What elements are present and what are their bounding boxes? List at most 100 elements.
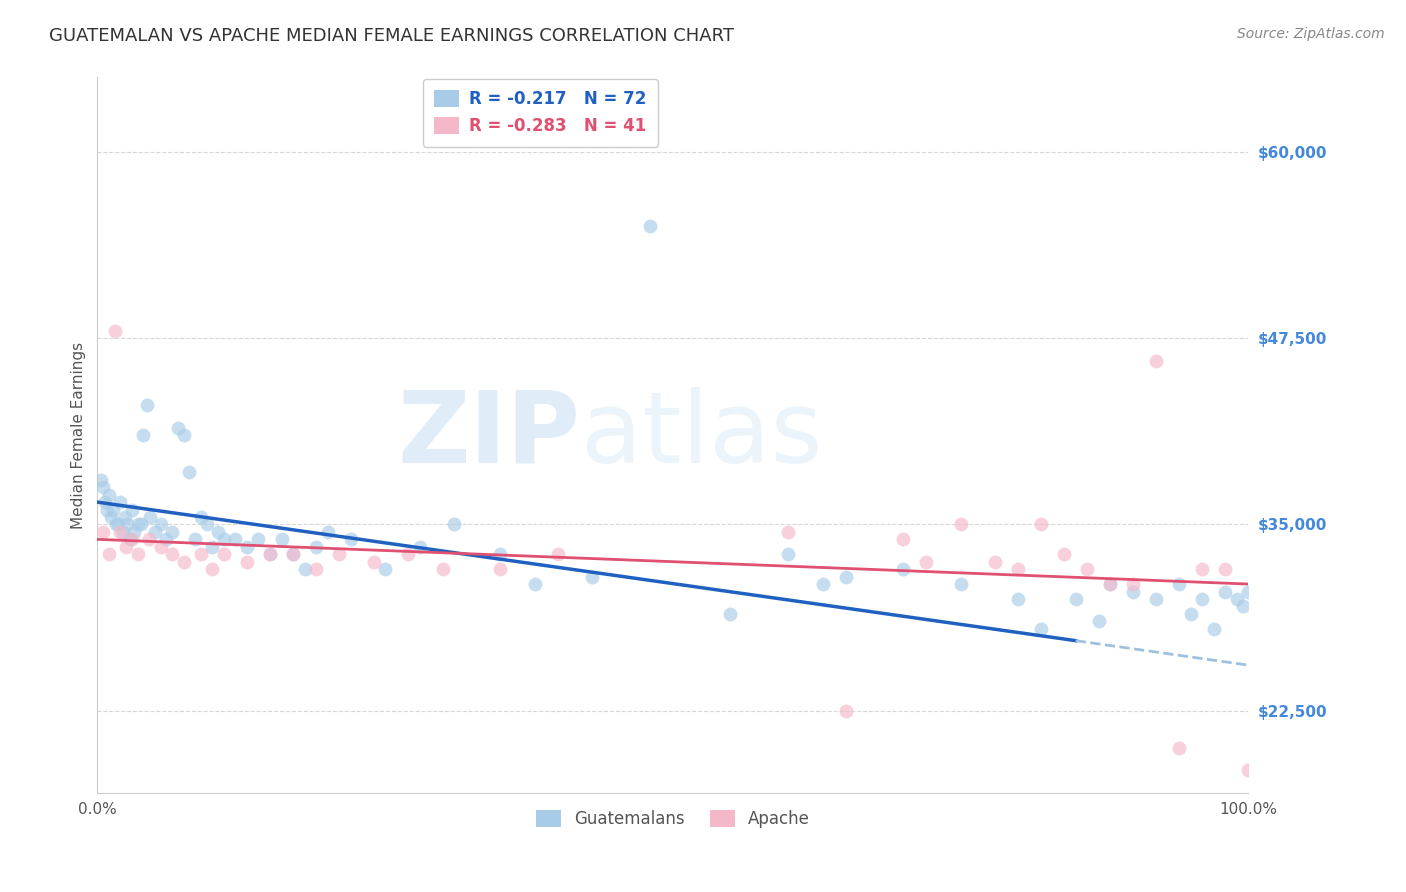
Point	[91, 480, 114, 494]
Point	[155, 533, 177, 547]
Point	[110, 495, 132, 509]
Point	[776, 547, 799, 561]
Point	[1007, 562, 1029, 576]
Text: ZIP: ZIP	[398, 386, 581, 483]
Point	[90, 473, 112, 487]
Point	[207, 524, 229, 539]
Point	[135, 398, 157, 412]
Point	[94, 495, 117, 509]
Point	[114, 510, 136, 524]
Point	[129, 517, 152, 532]
Point	[1168, 741, 1191, 756]
Point	[127, 517, 149, 532]
Point	[118, 533, 141, 547]
Point	[100, 510, 122, 524]
Point	[949, 577, 972, 591]
Point	[111, 524, 134, 539]
Point	[1237, 584, 1260, 599]
Point	[104, 517, 127, 532]
Point	[294, 562, 316, 576]
Point	[107, 517, 129, 532]
Point	[1087, 615, 1109, 629]
Point	[132, 428, 155, 442]
Point	[149, 517, 172, 532]
Legend: Guatemalans, Apache: Guatemalans, Apache	[529, 803, 817, 834]
Point	[581, 569, 603, 583]
Point	[363, 555, 385, 569]
Point	[638, 219, 661, 234]
Point	[1168, 577, 1191, 591]
Point	[489, 547, 512, 561]
Point	[328, 547, 350, 561]
Point	[1215, 584, 1237, 599]
Text: Source: ZipAtlas.com: Source: ZipAtlas.com	[1237, 27, 1385, 41]
Point	[720, 607, 742, 621]
Point	[179, 465, 201, 479]
Point	[915, 555, 938, 569]
Point	[104, 324, 127, 338]
Point	[115, 540, 138, 554]
Point	[1122, 577, 1144, 591]
Point	[110, 524, 132, 539]
Point	[212, 533, 235, 547]
Point	[1031, 622, 1053, 636]
Point	[121, 502, 143, 516]
Point	[149, 540, 172, 554]
Point	[173, 428, 195, 442]
Point	[834, 704, 856, 718]
Point	[201, 562, 224, 576]
Point	[212, 547, 235, 561]
Point	[432, 562, 454, 576]
Point	[1202, 622, 1225, 636]
Point	[167, 420, 190, 434]
Point	[201, 540, 224, 554]
Point	[91, 524, 114, 539]
Point	[97, 488, 120, 502]
Point	[139, 510, 162, 524]
Point	[305, 540, 328, 554]
Point	[316, 524, 339, 539]
Point	[1031, 517, 1053, 532]
Point	[97, 547, 120, 561]
Point	[339, 533, 361, 547]
Point	[281, 547, 304, 561]
Point	[1099, 577, 1122, 591]
Text: atlas: atlas	[581, 386, 823, 483]
Point	[305, 562, 328, 576]
Point	[247, 533, 270, 547]
Point	[138, 533, 160, 547]
Point	[190, 510, 212, 524]
Point	[160, 524, 183, 539]
Point	[224, 533, 246, 547]
Point	[190, 547, 212, 561]
Point	[184, 533, 207, 547]
Point	[143, 524, 166, 539]
Point	[408, 540, 430, 554]
Point	[523, 577, 546, 591]
Point	[160, 547, 183, 561]
Point	[1053, 547, 1076, 561]
Point	[489, 562, 512, 576]
Point	[1099, 577, 1122, 591]
Point	[374, 562, 396, 576]
Point	[96, 502, 118, 516]
Point	[1144, 353, 1167, 368]
Point	[984, 555, 1007, 569]
Point	[121, 533, 143, 547]
Point	[547, 547, 569, 561]
Y-axis label: Median Female Earnings: Median Female Earnings	[72, 342, 86, 529]
Point	[117, 517, 139, 532]
Point	[281, 547, 304, 561]
Point	[834, 569, 856, 583]
Point	[236, 555, 259, 569]
Point	[1144, 591, 1167, 606]
Point	[811, 577, 834, 591]
Point	[1191, 562, 1213, 576]
Point	[891, 533, 914, 547]
Point	[1064, 591, 1087, 606]
Point	[1076, 562, 1098, 576]
Point	[1237, 764, 1260, 778]
Point	[195, 517, 218, 532]
Point	[1122, 584, 1144, 599]
Point	[103, 502, 125, 516]
